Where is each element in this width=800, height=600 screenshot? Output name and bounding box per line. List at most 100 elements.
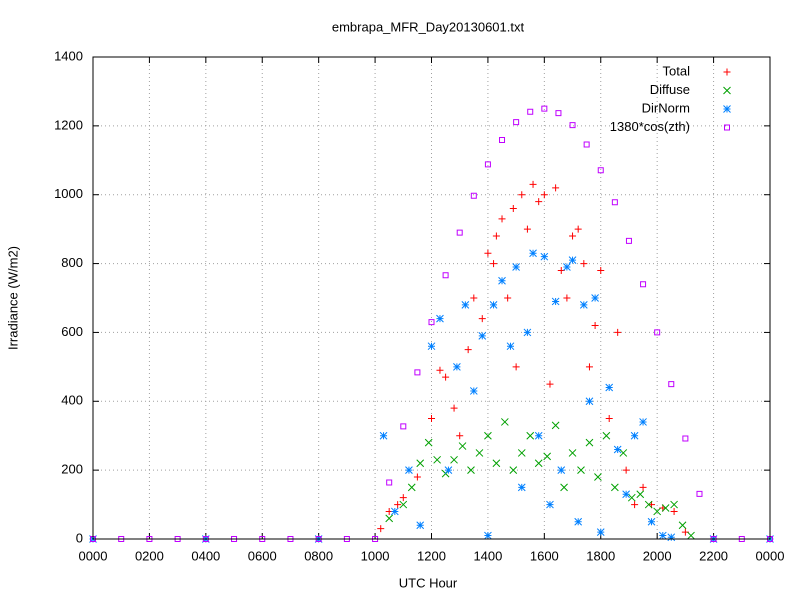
point	[670, 500, 678, 509]
point	[579, 301, 588, 309]
point	[467, 466, 475, 474]
y-tick-label: 600	[61, 324, 83, 339]
point	[658, 531, 667, 540]
x-tick-label: 2000	[643, 548, 672, 563]
point	[444, 466, 453, 474]
point	[654, 329, 661, 336]
y-tick-label: 800	[61, 255, 83, 270]
point	[287, 536, 294, 542]
point	[738, 536, 745, 542]
plot-frame	[92, 56, 771, 540]
point	[428, 319, 435, 326]
point	[619, 449, 628, 457]
point	[585, 397, 594, 406]
point	[385, 514, 394, 523]
point	[529, 180, 537, 188]
point	[636, 490, 645, 499]
point	[523, 328, 532, 337]
point	[509, 204, 517, 212]
y-tick-label: 1200	[54, 117, 83, 132]
point	[456, 432, 464, 440]
point	[498, 215, 506, 223]
point	[670, 507, 678, 515]
point	[653, 507, 662, 516]
y-axis-label: Irradiance (W/m2)	[5, 246, 20, 350]
x-tick-label: 1800	[586, 548, 615, 563]
point	[611, 483, 619, 492]
y-tick-label: 400	[61, 393, 83, 408]
point	[512, 363, 520, 371]
x-tick-label: 1400	[473, 548, 502, 563]
point	[526, 431, 535, 440]
x-axis-label: UTC Hour	[399, 575, 458, 590]
point	[407, 483, 416, 492]
point	[259, 536, 266, 542]
point	[458, 442, 467, 450]
point	[591, 294, 599, 302]
point	[696, 490, 703, 497]
x-tick-label: 2200	[699, 548, 728, 563]
point	[613, 445, 622, 454]
point	[450, 455, 458, 464]
legend-label: 1380*cos(zth)	[610, 119, 690, 134]
point	[489, 301, 498, 309]
x-tick-label: 0000	[756, 548, 785, 563]
point	[639, 418, 647, 426]
point	[405, 466, 413, 474]
point	[509, 466, 518, 474]
point	[574, 225, 582, 233]
legend-label: Diffuse	[650, 82, 690, 97]
plot	[89, 105, 774, 543]
point	[767, 536, 773, 542]
point	[710, 536, 717, 542]
point	[399, 494, 407, 502]
point	[498, 276, 506, 285]
point	[546, 380, 554, 388]
point	[504, 294, 512, 302]
point	[424, 438, 433, 447]
y-tick-label: 200	[61, 462, 83, 477]
point	[490, 260, 498, 268]
point	[568, 256, 577, 264]
point	[231, 536, 238, 542]
point	[597, 167, 604, 174]
point	[611, 199, 618, 206]
y-tick-label: 1000	[54, 186, 83, 201]
point	[372, 536, 379, 542]
legend-marker	[724, 124, 730, 131]
point	[534, 459, 543, 468]
point	[315, 536, 322, 542]
point	[631, 501, 639, 509]
point	[661, 504, 670, 512]
point	[577, 466, 585, 474]
point	[518, 191, 526, 199]
point	[506, 342, 515, 351]
point	[551, 297, 560, 306]
point	[433, 455, 441, 464]
point	[569, 122, 576, 129]
legend-label: DirNorm	[642, 100, 690, 115]
point	[627, 493, 636, 502]
point	[456, 229, 463, 236]
point	[414, 369, 421, 376]
point	[540, 252, 549, 261]
point	[469, 387, 478, 395]
point	[602, 431, 611, 440]
point	[574, 517, 583, 526]
point	[644, 500, 653, 509]
legend-marker	[723, 86, 731, 95]
point	[563, 263, 571, 271]
point	[428, 415, 435, 422]
x-tick-label: 0600	[248, 548, 277, 563]
point	[585, 363, 593, 371]
point	[523, 225, 531, 233]
point	[478, 315, 486, 323]
point	[546, 500, 554, 509]
point	[535, 198, 543, 206]
point	[543, 452, 552, 461]
point	[399, 500, 408, 509]
point	[484, 249, 492, 257]
point	[379, 431, 388, 440]
point	[622, 466, 630, 474]
